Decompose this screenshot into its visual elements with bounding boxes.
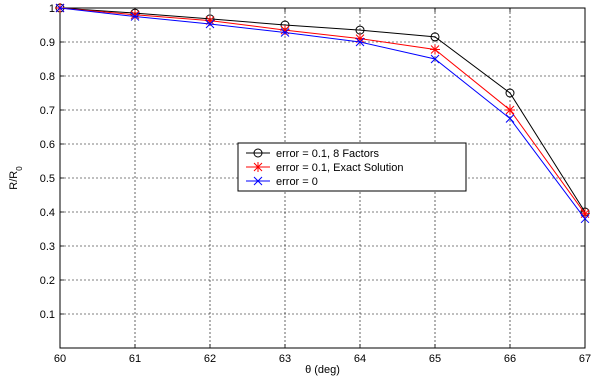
legend-label: error = 0 <box>276 176 318 188</box>
y-tick-label: 0.6 <box>40 139 55 151</box>
data-point-x <box>55 3 65 13</box>
y-tick-label: 1 <box>49 3 55 15</box>
data-point-star <box>130 9 140 20</box>
y-tick-label: 0.4 <box>40 207 55 219</box>
legend-entry: error = 0.1, 8 Factors <box>246 148 380 160</box>
y-tick-label: 0.1 <box>40 309 55 321</box>
series-line-3 <box>59 7 586 220</box>
x-tick-label: 62 <box>204 353 216 365</box>
y-axis-label: R/R0 <box>8 166 24 190</box>
y-tick-label: 0.7 <box>40 105 55 117</box>
y-axis-label-group: R/R0 <box>8 166 24 190</box>
data-point-x <box>205 19 215 29</box>
legend-box <box>237 142 467 192</box>
series <box>55 3 590 224</box>
x-tick-label: 67 <box>579 353 591 365</box>
y-tick-label: 0.5 <box>40 173 55 185</box>
data-point-circle <box>430 32 440 42</box>
series-line-1 <box>59 7 586 213</box>
data-point-circle <box>253 148 263 158</box>
data-point-x <box>130 12 140 21</box>
y-tick-label: 0.9 <box>40 37 55 49</box>
legend-entry: error = 0 <box>246 176 318 188</box>
legend-entry: error = 0.1, Exact Solution <box>246 162 403 174</box>
data-point-x <box>580 214 590 224</box>
x-axis-label: θ (deg) <box>305 364 340 376</box>
x-tick-label: 66 <box>504 353 516 365</box>
data-point-x <box>355 37 365 47</box>
data-point-star <box>505 105 515 115</box>
x-tick-label: 65 <box>429 353 441 365</box>
y-tick-label: 0.8 <box>40 71 55 83</box>
data-point-star <box>253 162 263 172</box>
legend: error = 0.1, 8 Factors error = 0.1, Exact… <box>237 142 467 192</box>
y-axis-label-main: R/R <box>8 171 20 190</box>
series-line-2 <box>59 7 586 214</box>
data-point-x <box>430 54 440 64</box>
data-point-star <box>430 44 440 55</box>
y-tick-label: 0.3 <box>40 241 55 253</box>
data-point-x <box>505 114 515 123</box>
y-axis-label-subscript: 0 <box>15 166 24 171</box>
axes: 60 61 62 63 64 65 66 67 0.1 0.2 0.3 0.4 0.5 0.6 0.7 0.8… <box>40 3 591 365</box>
data-point-circle <box>505 88 515 98</box>
legend-label: error = 0.1, Exact Solution <box>276 162 403 174</box>
x-tick-label: 63 <box>279 353 291 365</box>
plot-frame <box>59 7 586 349</box>
x-tick-label: 64 <box>354 353 366 365</box>
data-point-x <box>253 176 263 186</box>
x-tick-label: 61 <box>129 353 141 365</box>
legend-label: error = 0.1, 8 Factors <box>276 148 380 160</box>
data-point-x <box>280 28 290 37</box>
data-point-star <box>280 25 290 36</box>
y-tick-label: 0.2 <box>40 275 55 287</box>
x-tick-label: 60 <box>54 353 66 365</box>
